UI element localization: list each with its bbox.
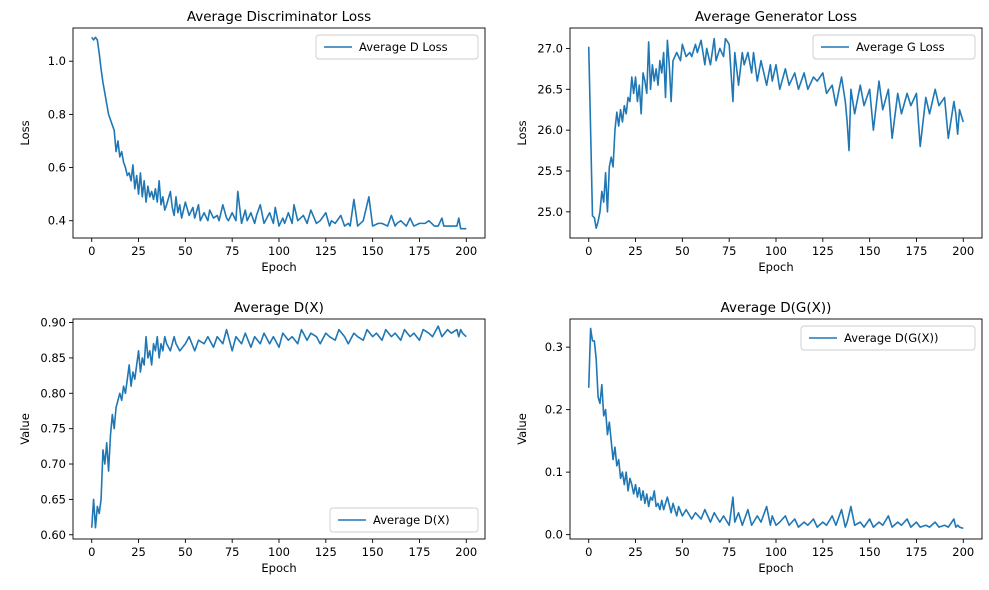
x-tick-label: 50: [178, 545, 193, 559]
legend-entry-label: Average D(G(X)): [844, 331, 938, 345]
y-axis-label: Loss: [515, 120, 529, 145]
legend-entry-label: Average D Loss: [359, 40, 448, 54]
y-tick-label: 0.4: [48, 214, 66, 228]
x-axis-label: Epoch: [261, 260, 296, 274]
y-tick-label: 0.2: [545, 403, 563, 417]
x-tick-label: 125: [812, 244, 834, 258]
x-tick-label: 125: [812, 545, 834, 559]
x-tick-label: 75: [722, 545, 737, 559]
y-tick-label: 0.0: [545, 528, 563, 542]
x-tick-label: 175: [905, 545, 927, 559]
y-tick-label: 0.6: [48, 161, 66, 175]
x-tick-label: 25: [131, 545, 146, 559]
x-tick-label: 50: [675, 244, 690, 258]
y-tick-label: 0.80: [40, 386, 66, 400]
x-tick-label: 0: [88, 244, 95, 258]
x-tick-label: 0: [585, 545, 592, 559]
x-tick-label: 75: [225, 244, 240, 258]
y-tick-label: 0.65: [40, 492, 66, 506]
x-tick-label: 150: [859, 545, 881, 559]
y-axis-label: Value: [515, 413, 529, 445]
subplot-discriminator-loss: Average Discriminator Loss Epoch Loss 0 2…: [18, 9, 486, 274]
legend-box: [315, 34, 479, 60]
subplot-dx: Average D(X) Epoch Value 0 25 50 75 100 125 15…: [18, 300, 486, 575]
y-tick-label: 0.8: [48, 107, 66, 121]
x-tick-label: 100: [765, 244, 787, 258]
y-tick-label: 0.1: [545, 465, 563, 479]
x-axis-label: Epoch: [758, 561, 793, 575]
legend-box: [812, 34, 976, 60]
x-axis-label: Epoch: [758, 260, 793, 274]
x-tick-label: 0: [88, 545, 95, 559]
legend-box: [800, 325, 976, 351]
legend-box: [329, 507, 479, 533]
series-line: [587, 327, 964, 530]
subplot-dgx: Average D(G(X)) Epoch Value 0 25 50 75 100 12…: [515, 300, 983, 575]
x-tick-label: 150: [362, 244, 384, 258]
series-line: [587, 37, 965, 229]
y-tick-label: 25.0: [537, 205, 563, 219]
x-tick-label: 100: [268, 244, 290, 258]
y-tick-label: 0.70: [40, 457, 66, 471]
x-tick-label: 50: [178, 244, 193, 258]
x-tick-label: 175: [408, 545, 430, 559]
series-line: [90, 325, 467, 529]
x-tick-label: 150: [362, 545, 384, 559]
x-tick-label: 200: [455, 545, 477, 559]
y-tick-label: 0.90: [40, 316, 66, 330]
x-tick-label: 125: [315, 244, 337, 258]
x-tick-label: 25: [628, 545, 643, 559]
subplot-generator-loss: Average Generator Loss Epoch Loss 0 25 50 7…: [515, 9, 983, 274]
x-tick-label: 75: [722, 244, 737, 258]
legend-entry-label: Average G Loss: [856, 40, 945, 54]
x-tick-label: 25: [628, 244, 643, 258]
x-tick-label: 200: [952, 244, 974, 258]
y-tick-label: 27.0: [537, 41, 563, 55]
x-tick-label: 25: [131, 244, 146, 258]
chart-title: Average D(X): [234, 300, 324, 316]
x-tick-label: 150: [859, 244, 881, 258]
x-tick-label: 75: [225, 545, 240, 559]
x-tick-label: 175: [408, 244, 430, 258]
y-tick-label: 25.5: [537, 164, 563, 178]
legend-entry-label: Average D(X): [373, 513, 450, 527]
chart-title: Average Discriminator Loss: [187, 9, 371, 25]
x-tick-label: 200: [952, 545, 974, 559]
y-tick-label: 26.5: [537, 82, 563, 96]
x-tick-label: 125: [315, 545, 337, 559]
y-tick-label: 0.85: [40, 351, 66, 365]
series-line: [91, 36, 467, 230]
y-axis-label: Value: [18, 413, 32, 445]
x-tick-label: 200: [455, 244, 477, 258]
x-tick-label: 100: [765, 545, 787, 559]
chart-title: Average D(G(X)): [721, 300, 832, 316]
y-axis-label: Loss: [18, 120, 32, 145]
x-tick-label: 50: [675, 545, 690, 559]
chart-title: Average Generator Loss: [695, 9, 857, 25]
y-tick-label: 0.3: [545, 340, 563, 354]
y-tick-label: 26.0: [537, 123, 563, 137]
y-tick-label: 0.60: [40, 528, 66, 542]
y-tick-label: 0.75: [40, 422, 66, 436]
y-tick-label: 1.0: [48, 54, 66, 68]
x-tick-label: 100: [268, 545, 290, 559]
x-tick-label: 175: [905, 244, 927, 258]
x-tick-label: 0: [585, 244, 592, 258]
x-axis-label: Epoch: [261, 561, 296, 575]
